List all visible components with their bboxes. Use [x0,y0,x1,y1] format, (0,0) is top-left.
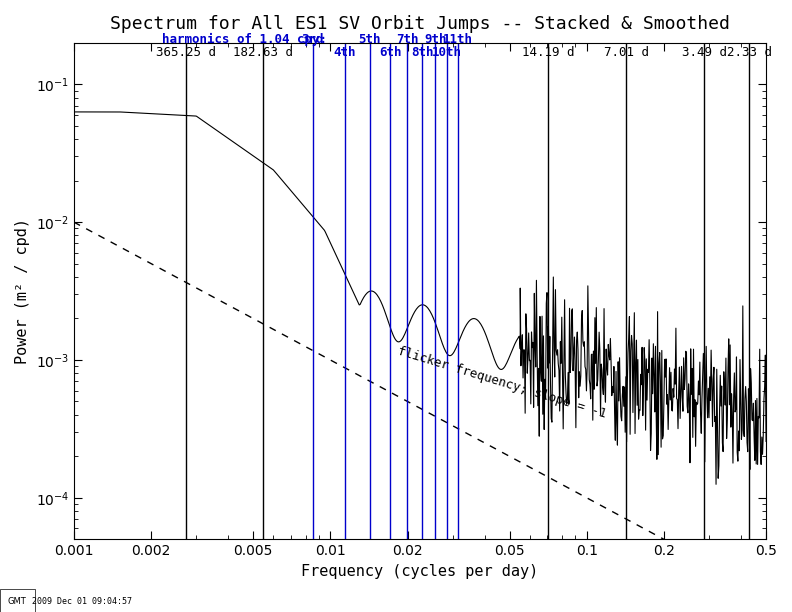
Text: 14.19 d: 14.19 d [522,47,574,59]
Text: harmonics of 1.04 cpy:: harmonics of 1.04 cpy: [162,32,327,46]
X-axis label: Frequency (cycles per day): Frequency (cycles per day) [302,564,539,578]
Text: flicker frequency; slope = -1: flicker frequency; slope = -1 [396,345,607,420]
Text: 182.63 d: 182.63 d [234,47,293,59]
Text: 365.25 d: 365.25 d [156,47,216,59]
Text: 3rd: 3rd [302,32,324,46]
Text: 7.01 d: 7.01 d [604,47,649,59]
Text: 5th: 5th [359,32,381,46]
Text: 7th: 7th [396,32,418,46]
Text: 2.33 d: 2.33 d [726,47,771,59]
Text: 2009 Dec 01 09:04:57: 2009 Dec 01 09:04:57 [32,597,131,606]
Title: Spectrum for All ES1 SV Orbit Jumps -- Stacked & Smoothed: Spectrum for All ES1 SV Orbit Jumps -- S… [110,15,730,33]
Text: 11th: 11th [443,32,473,46]
Text: 3.49 d: 3.49 d [682,47,726,59]
Text: 4th: 4th [333,47,356,59]
Text: 6th: 6th [379,47,402,59]
Text: 9th: 9th [424,32,447,46]
Text: GMT: GMT [8,597,27,606]
Text: 8th: 8th [411,47,433,59]
Y-axis label: Power (m² / cpd): Power (m² / cpd) [15,218,30,364]
Text: 10th: 10th [432,47,462,59]
